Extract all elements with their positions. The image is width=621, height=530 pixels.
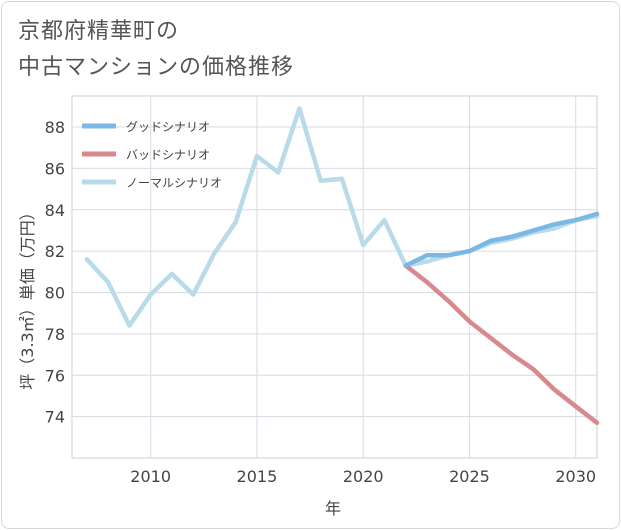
y-tick-label: 84	[45, 201, 65, 220]
y-axis-label: 坪（3.3㎡）単価（万円）	[18, 204, 37, 389]
legend-label-1: バッドシナリオ	[126, 148, 210, 162]
legend-label-2: ノーマルシナリオ	[126, 176, 222, 190]
chart-title-line-2: 中古マンションの価格推移	[18, 55, 295, 80]
y-tick-label: 74	[45, 408, 65, 427]
tick-labels: 2010 2015 2020 2025 2030 74 76 78 80 82 84 86 88	[45, 118, 596, 486]
x-tick-label: 2010	[130, 467, 171, 486]
y-tick-label: 80	[45, 284, 65, 303]
y-tick-label: 82	[45, 242, 65, 261]
y-tick-label: 86	[45, 159, 65, 178]
y-tick-label: 88	[45, 118, 65, 137]
grid	[71, 95, 598, 459]
series-line-1	[403, 263, 600, 426]
x-tick-label: 2030	[555, 467, 596, 486]
chart-title-line-1: 京都府精華町の	[18, 19, 180, 44]
series-line-2	[84, 106, 600, 328]
x-tick-label: 2020	[343, 467, 384, 486]
plot-area	[71, 95, 598, 459]
chart-title: 京都府精華町の 中古マンションの価格推移	[18, 14, 294, 86]
x-tick-label: 2025	[449, 467, 490, 486]
x-axis-label: 年	[325, 499, 341, 518]
y-tick-label: 76	[45, 366, 65, 385]
legend-label-0: グッドシナリオ	[126, 120, 210, 134]
series-line-0	[403, 211, 600, 268]
y-tick-label: 78	[45, 325, 65, 344]
series-lines	[84, 106, 600, 426]
x-tick-label: 2015	[237, 467, 278, 486]
